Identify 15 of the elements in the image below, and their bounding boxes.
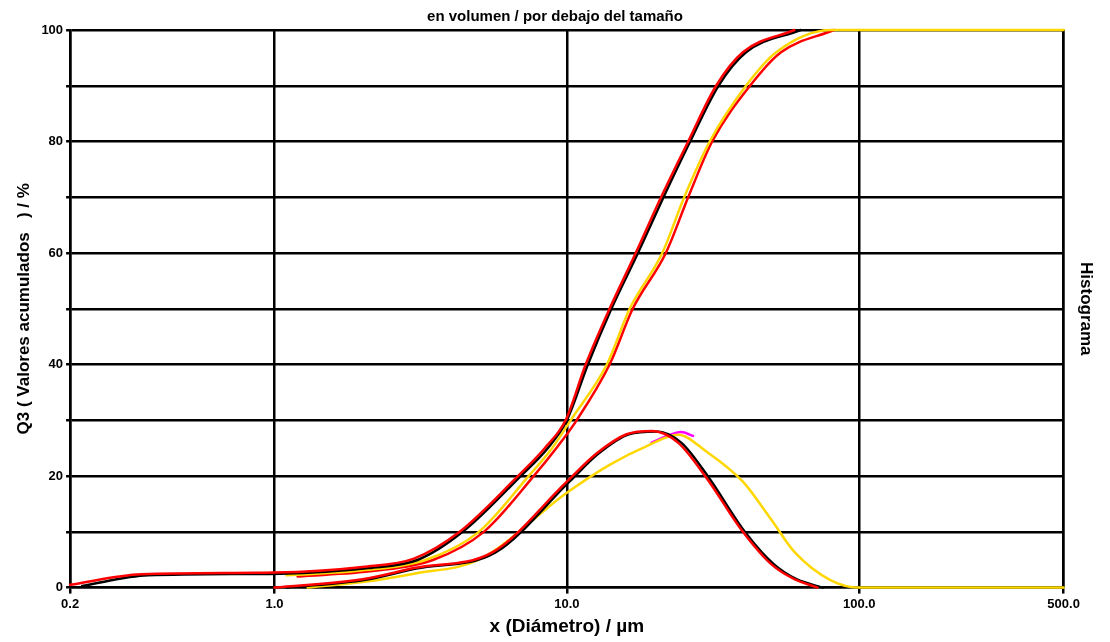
- x-tick-label: 500.0: [1047, 595, 1080, 611]
- chart-title: en volumen / por debajo del tamaño: [427, 7, 683, 25]
- x-tick-label: 10.0: [554, 595, 580, 611]
- y-tick-label: 20: [48, 467, 64, 483]
- x-axis-title: x (Diámetro) / µm: [489, 614, 645, 636]
- x-tick-label: 100.0: [842, 595, 876, 611]
- x-tick-label: 0.2: [61, 595, 80, 611]
- y-tick-label: 40: [48, 356, 64, 372]
- y-tick-label: 100: [41, 21, 64, 37]
- y2-axis-title: Histograma: [1077, 262, 1097, 357]
- y-tick-label: 0: [55, 579, 64, 595]
- y-tick-label: 80: [48, 133, 64, 149]
- y-tick-label: 60: [48, 244, 64, 260]
- y-axis-title: Q3 ( Valores acumulados ) / %: [13, 183, 33, 435]
- x-tick-label: 1.0: [265, 595, 284, 611]
